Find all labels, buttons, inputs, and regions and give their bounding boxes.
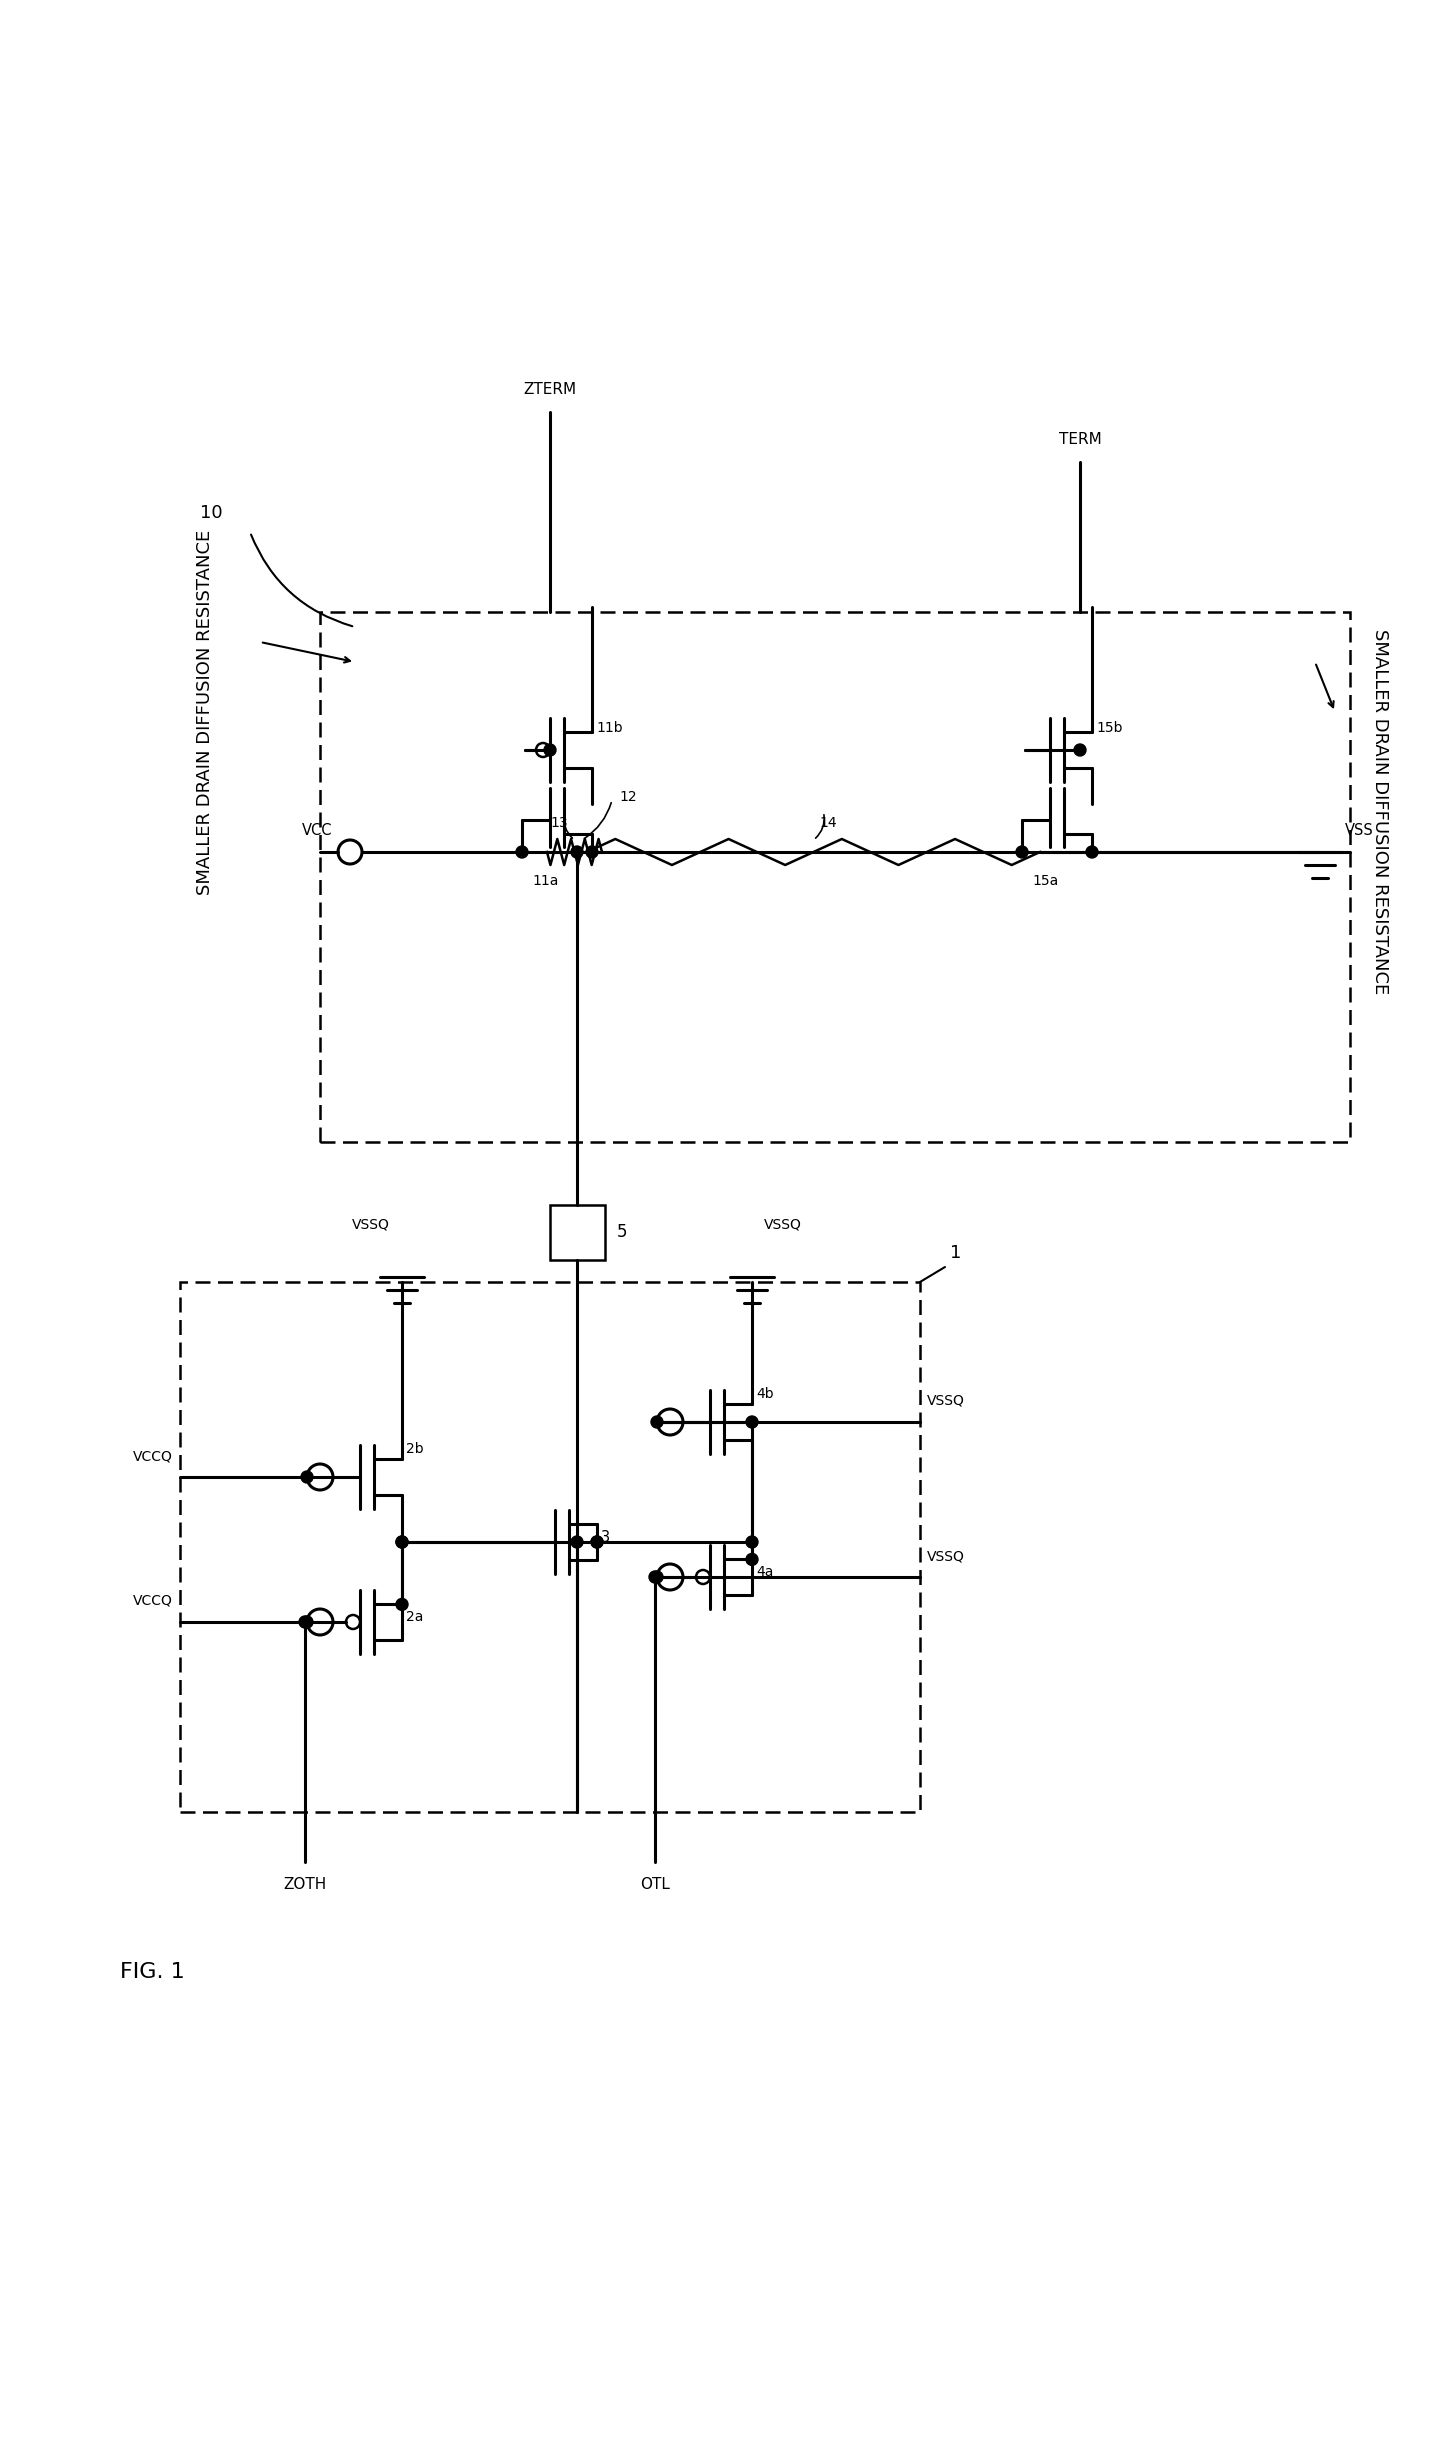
Text: VSSQ: VSSQ	[353, 1219, 390, 1231]
Text: 4a: 4a	[756, 1566, 773, 1578]
Circle shape	[591, 1536, 603, 1549]
Text: TERM: TERM	[1059, 431, 1101, 448]
Text: VSS: VSS	[1345, 822, 1374, 837]
Circle shape	[746, 1416, 759, 1428]
Circle shape	[543, 744, 556, 756]
Text: SMALLER DRAIN DIFFUSION RESISTANCE: SMALLER DRAIN DIFFUSION RESISTANCE	[1371, 630, 1389, 995]
Circle shape	[1016, 847, 1027, 857]
Circle shape	[299, 1615, 311, 1627]
Text: VSSQ: VSSQ	[928, 1393, 965, 1408]
Text: ZTERM: ZTERM	[523, 382, 577, 396]
Text: 3: 3	[601, 1529, 610, 1544]
Circle shape	[746, 1536, 759, 1549]
Circle shape	[1087, 847, 1098, 857]
Circle shape	[571, 1536, 582, 1549]
Circle shape	[587, 847, 598, 857]
Circle shape	[301, 1470, 314, 1482]
Text: 4b: 4b	[756, 1386, 773, 1401]
Text: 10: 10	[199, 505, 223, 522]
Text: 13: 13	[551, 815, 568, 830]
Text: ZOTH: ZOTH	[283, 1876, 327, 1891]
Circle shape	[652, 1416, 663, 1428]
Circle shape	[571, 847, 582, 857]
Text: 11b: 11b	[595, 721, 623, 736]
Circle shape	[1074, 744, 1087, 756]
Text: 12: 12	[618, 790, 637, 805]
Circle shape	[396, 1598, 407, 1610]
Text: OTL: OTL	[640, 1876, 670, 1891]
Text: VSSQ: VSSQ	[764, 1219, 802, 1231]
Circle shape	[652, 1571, 663, 1583]
Circle shape	[301, 1615, 314, 1627]
Text: VCCQ: VCCQ	[133, 1593, 173, 1608]
Text: FIG. 1: FIG. 1	[120, 1962, 185, 1982]
Circle shape	[396, 1536, 407, 1549]
Circle shape	[591, 1536, 603, 1549]
Circle shape	[516, 847, 527, 857]
Text: 5: 5	[617, 1224, 627, 1241]
Text: 15a: 15a	[1032, 874, 1058, 889]
Text: 1: 1	[949, 1243, 961, 1263]
Text: 2b: 2b	[406, 1443, 423, 1455]
Text: 15b: 15b	[1095, 721, 1123, 736]
Text: 11a: 11a	[532, 874, 558, 889]
Text: VSSQ: VSSQ	[928, 1549, 965, 1563]
Text: 2a: 2a	[406, 1610, 423, 1625]
Text: VCC: VCC	[302, 822, 332, 837]
Text: VCCQ: VCCQ	[133, 1450, 173, 1462]
Circle shape	[396, 1536, 407, 1549]
Text: 14: 14	[819, 815, 837, 830]
Circle shape	[649, 1571, 660, 1583]
Circle shape	[746, 1554, 759, 1566]
Text: SMALLER DRAIN DIFFUSION RESISTANCE: SMALLER DRAIN DIFFUSION RESISTANCE	[197, 529, 214, 894]
